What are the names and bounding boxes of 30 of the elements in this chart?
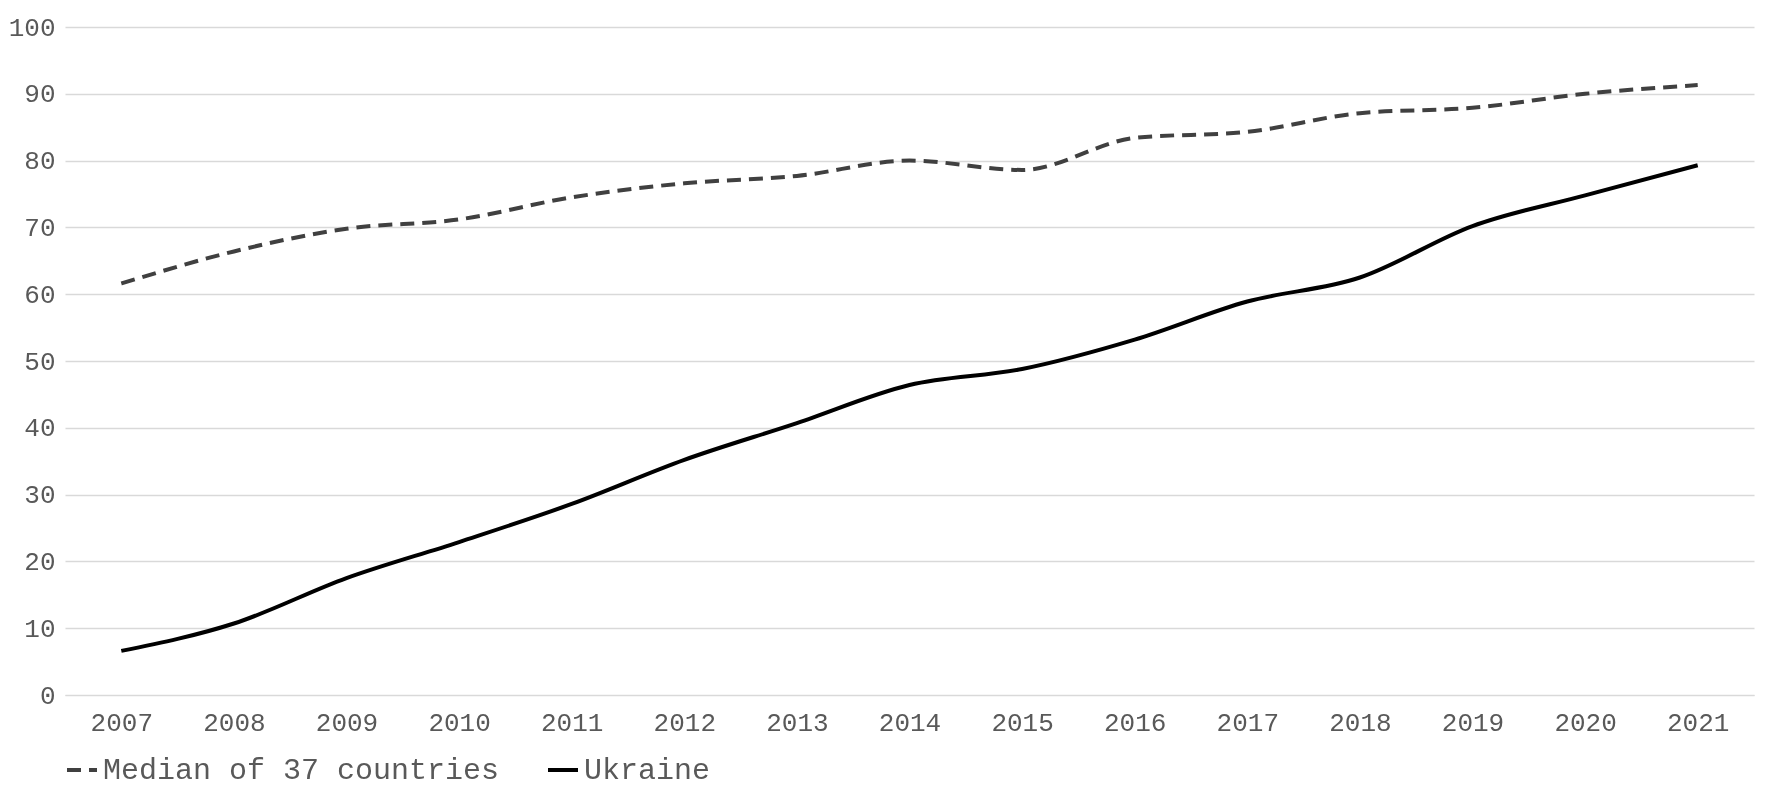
x-tick-label: 2018 <box>1329 708 1392 739</box>
legend-label: Median of 37 countries <box>103 754 500 788</box>
y-tick-label: 60 <box>24 280 56 311</box>
legend-label: Ukraine <box>584 754 711 788</box>
y-tick-label: 90 <box>24 80 56 111</box>
x-tick-label: 2011 <box>540 708 604 739</box>
x-tick-label: 2016 <box>1103 708 1167 739</box>
y-tick-label: 80 <box>24 147 56 178</box>
y-tick-label: 70 <box>24 213 56 244</box>
line-series <box>119 83 1700 286</box>
x-tick-label: 2009 <box>315 708 379 739</box>
x-tick-label: 2019 <box>1441 708 1505 739</box>
x-tick-label: 2008 <box>203 708 266 739</box>
x-tick-label: 2014 <box>878 708 942 739</box>
y-tick-label: 10 <box>24 614 56 645</box>
line-series <box>119 163 1700 653</box>
x-tick-label: 2015 <box>991 708 1054 739</box>
y-tick-label: 30 <box>24 481 56 512</box>
x-tick-label: 2020 <box>1554 708 1617 739</box>
x-tick-label: 2007 <box>90 708 154 739</box>
y-tick-label: 0 <box>39 681 56 712</box>
y-tick-label: 100 <box>8 13 56 44</box>
y-tick-label: 50 <box>24 347 56 378</box>
y-tick-label: 40 <box>24 414 56 445</box>
x-tick-label: 2017 <box>1216 708 1280 739</box>
x-tick-label: 2012 <box>653 708 717 739</box>
y-tick-label: 20 <box>24 547 56 578</box>
x-tick-label: 2021 <box>1666 708 1730 739</box>
x-tick-label: 2013 <box>766 708 829 739</box>
x-tick-label: 2010 <box>428 708 491 739</box>
